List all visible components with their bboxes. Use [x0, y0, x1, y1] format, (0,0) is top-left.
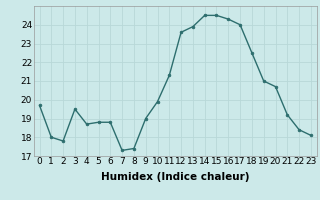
X-axis label: Humidex (Indice chaleur): Humidex (Indice chaleur) — [101, 172, 250, 182]
